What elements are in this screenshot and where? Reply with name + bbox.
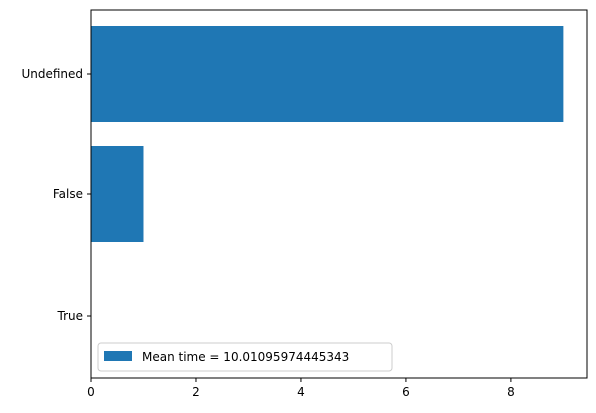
x-tick-label: 4 [297, 385, 305, 399]
legend-swatch [104, 351, 132, 361]
y-axis: True False Undefined [21, 67, 91, 323]
y-tick-label: Undefined [21, 67, 83, 81]
legend: Mean time = 10.01095974445343 [97, 342, 393, 372]
bars-group [91, 26, 564, 242]
legend-box [97, 342, 393, 372]
x-tick-label: 0 [87, 385, 95, 399]
y-tick-label: True [57, 309, 84, 323]
x-tick-label: 8 [507, 385, 515, 399]
plot-frame [90, 9, 588, 379]
legend-label: Mean time = 10.01095974445343 [142, 350, 349, 364]
bar-false [91, 146, 144, 242]
x-tick-label: 6 [402, 385, 410, 399]
x-tick-label: 2 [192, 385, 200, 399]
bar-undefined [91, 26, 564, 122]
y-tick-label: False [53, 187, 83, 201]
x-axis: 0 2 4 6 8 [87, 378, 515, 399]
